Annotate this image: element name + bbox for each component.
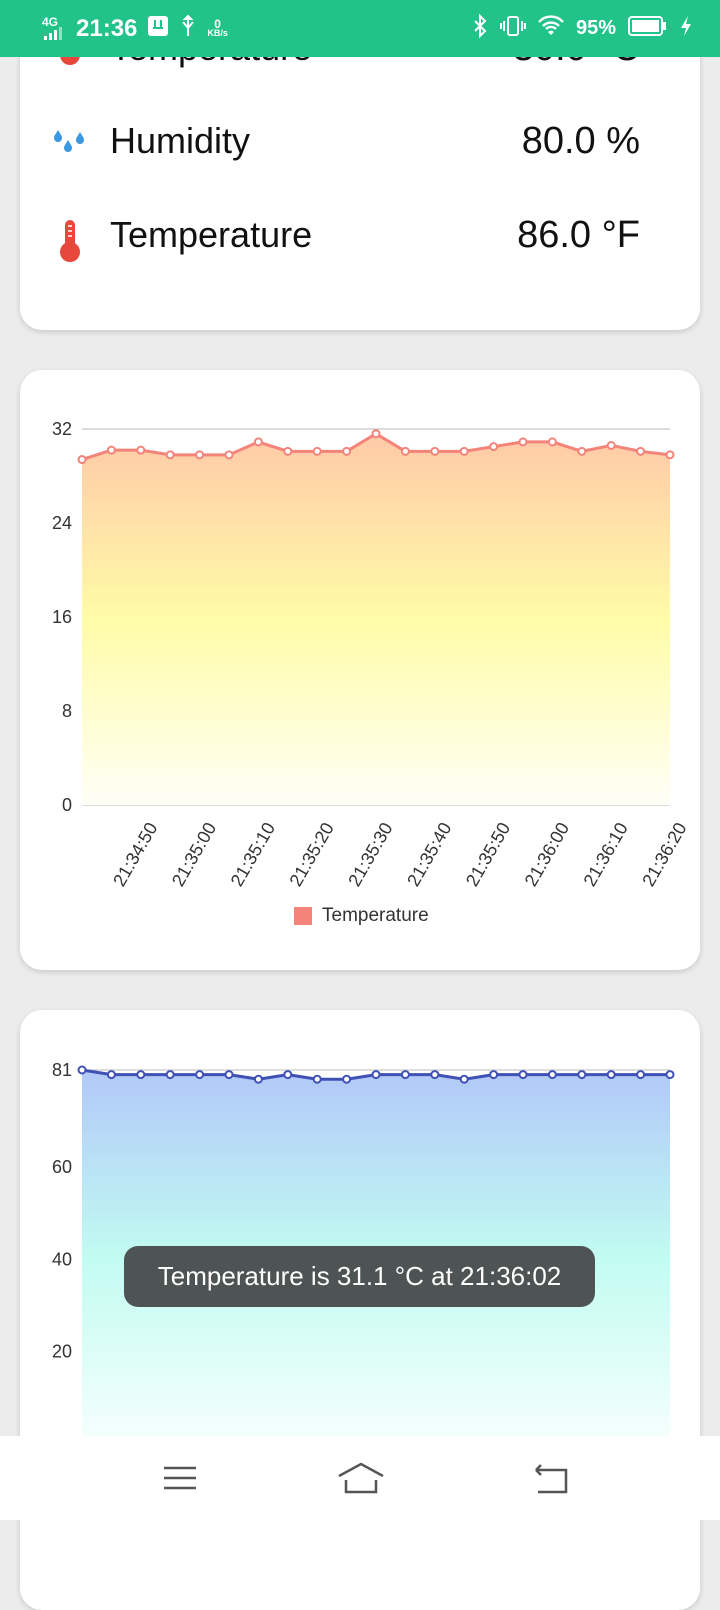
data-point <box>165 1070 175 1080</box>
x-tick-label: 21:35:10 <box>227 819 279 890</box>
reading-label: Humidity <box>110 120 251 161</box>
data-point <box>106 445 116 455</box>
signal-icon: 4G <box>40 16 66 42</box>
back-icon <box>535 1464 568 1494</box>
temperature-chart[interactable]: 0 8 16 24 32 21:34:50 21:35:00 21:35:10 21:35:20… <box>20 370 700 970</box>
data-point <box>430 1070 440 1080</box>
x-tick-label: 21:35:30 <box>344 819 396 890</box>
data-point <box>459 446 469 456</box>
data-point <box>371 429 381 439</box>
data-point <box>195 1070 205 1080</box>
toast-message: Temperature is 31.1 °C at 21:36:02 <box>124 1246 595 1307</box>
reading-value: 86.0 °F <box>517 214 640 256</box>
usb-debug-icon <box>147 15 169 42</box>
reading-label: Temperature <box>110 214 313 255</box>
data-point <box>136 445 146 455</box>
x-tick-label: 21:34:50 <box>109 819 161 890</box>
data-point <box>400 1070 410 1080</box>
x-tick-label: 21:36:00 <box>521 819 573 890</box>
data-point <box>253 1074 263 1084</box>
home-button[interactable] <box>336 1458 386 1498</box>
data-point <box>400 446 410 456</box>
data-point <box>371 1070 381 1080</box>
data-point <box>547 1070 557 1080</box>
data-point <box>342 1074 352 1084</box>
data-point <box>577 1070 587 1080</box>
data-point <box>489 442 499 452</box>
data-point <box>136 1070 146 1080</box>
data-point <box>342 446 352 456</box>
menu-icon <box>164 1466 196 1490</box>
data-point <box>547 437 557 447</box>
humidity-chart-card: 20 40 60 81 <box>20 1010 700 1610</box>
y-tick-label: 24 <box>52 513 72 533</box>
data-point <box>636 1070 646 1080</box>
network-type: 4G <box>42 14 59 29</box>
reading-row-humidity: Humidity 80.0 % <box>20 108 700 178</box>
data-point <box>518 437 528 447</box>
data-point <box>606 1070 616 1080</box>
y-tick-label: 20 <box>52 1342 72 1362</box>
bluetooth-icon <box>472 13 488 44</box>
usb-icon <box>179 14 197 43</box>
data-point <box>195 450 205 460</box>
data-point <box>636 446 646 456</box>
x-tick-label: 21:35:20 <box>286 819 338 890</box>
reading-row-temperature-f: Temperature 86.0 °F <box>20 202 700 272</box>
reading-value: 80.0 % <box>521 120 640 162</box>
home-icon <box>338 1462 384 1494</box>
data-point <box>224 1070 234 1080</box>
data-point <box>224 450 234 460</box>
legend-swatch <box>294 907 312 925</box>
x-tick-label: 21:36:10 <box>580 819 632 890</box>
wifi-icon <box>538 14 564 43</box>
x-tick-label: 21:35:40 <box>403 819 455 890</box>
data-point <box>283 446 293 456</box>
y-tick-label: 32 <box>52 419 72 439</box>
y-tick-label: 40 <box>52 1249 72 1269</box>
data-point <box>253 437 263 447</box>
data-point <box>165 450 175 460</box>
thermometer-icon <box>50 220 90 262</box>
y-tick-label: 0 <box>62 795 72 815</box>
data-point <box>518 1070 528 1080</box>
chart-legend[interactable]: Temperature <box>294 905 429 927</box>
data-point <box>312 446 322 456</box>
data-point <box>312 1074 322 1084</box>
data-point <box>430 446 440 456</box>
x-tick-label: 21:36:20 <box>638 819 690 890</box>
battery-percent: 95% <box>575 17 616 39</box>
menu-button[interactable] <box>158 1458 202 1498</box>
battery-icon <box>628 15 668 43</box>
charging-icon <box>680 15 692 43</box>
temperature-chart-card: 0 8 16 24 32 21:34:50 21:35:00 21:35:10 21:35:20… <box>20 370 700 970</box>
legend-label: Temperature <box>322 905 429 926</box>
y-tick-label: 8 <box>62 701 72 721</box>
data-point <box>489 1070 499 1080</box>
y-tick-label: 81 <box>52 1060 72 1080</box>
data-point <box>77 455 87 465</box>
back-button[interactable] <box>528 1458 572 1498</box>
data-point <box>665 1070 675 1080</box>
data-point <box>606 440 616 450</box>
data-point <box>665 450 675 460</box>
humidity-chart[interactable]: 20 40 60 81 <box>20 1010 700 1610</box>
network-speed: 0 KB/s <box>207 16 228 38</box>
data-point <box>283 1070 293 1080</box>
status-bar: 4G 21:36 0 KB/s 95% <box>0 0 720 57</box>
data-point <box>459 1074 469 1084</box>
water-drops-icon <box>50 126 90 166</box>
vibrate-icon <box>499 14 526 44</box>
navigation-bar <box>0 1436 720 1520</box>
data-point <box>577 446 587 456</box>
area-fill <box>82 433 670 805</box>
data-point <box>77 1065 87 1075</box>
clock: 21:36 <box>76 14 138 42</box>
y-tick-label: 16 <box>52 607 72 627</box>
x-tick-label: 21:35:00 <box>168 819 220 890</box>
y-tick-label: 60 <box>52 1157 72 1177</box>
x-tick-label: 21:35:50 <box>462 819 514 890</box>
data-point <box>106 1070 116 1080</box>
